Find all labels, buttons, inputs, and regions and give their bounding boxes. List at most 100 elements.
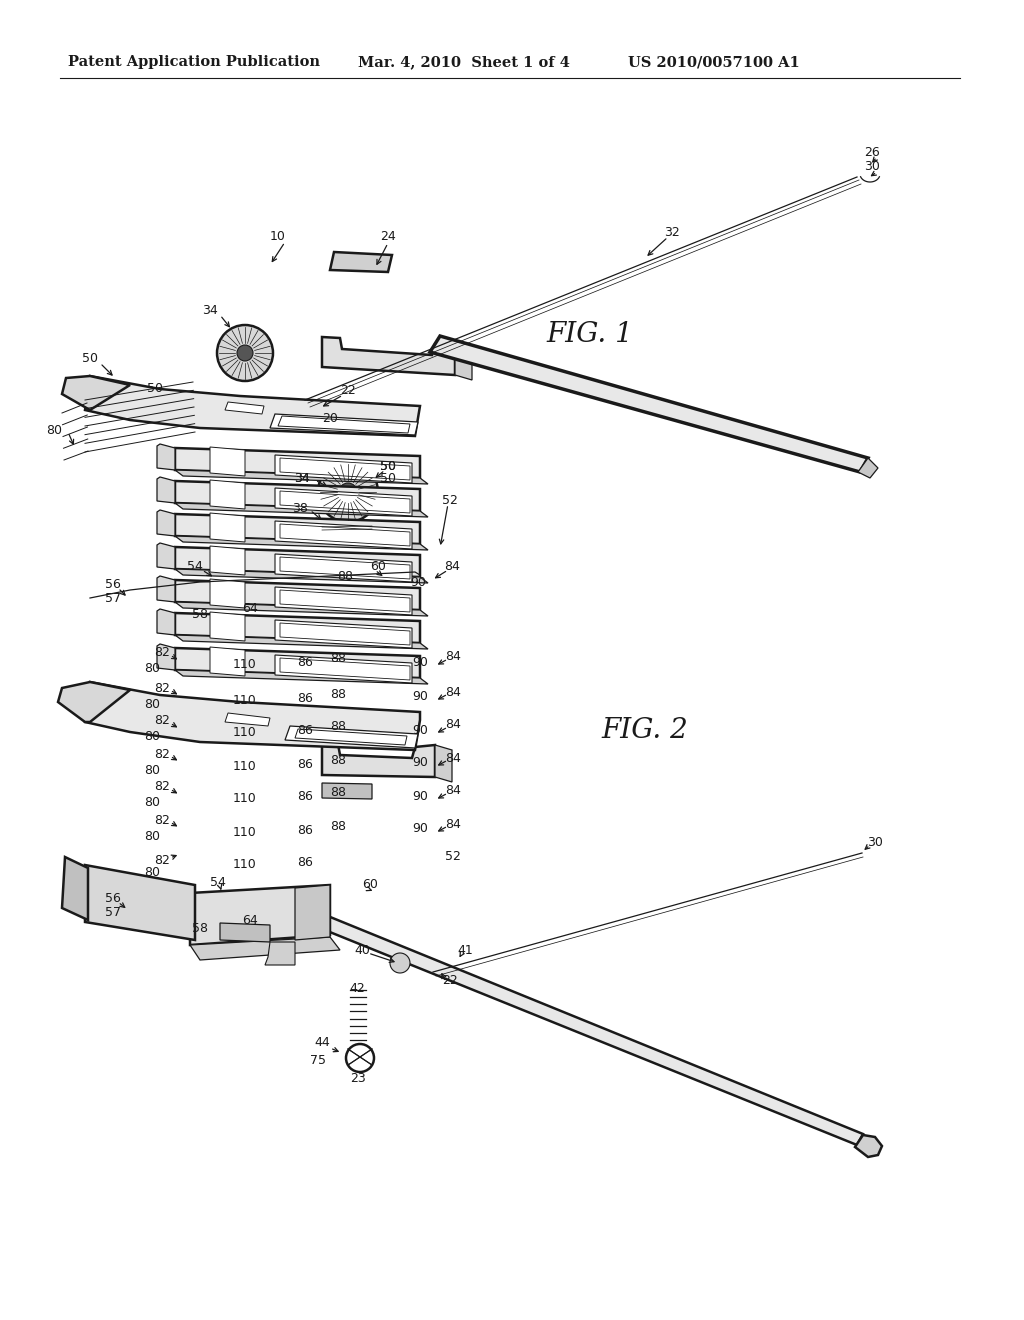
Text: 82: 82 [154,780,170,793]
Polygon shape [280,458,410,480]
Polygon shape [275,521,412,549]
Polygon shape [430,337,868,473]
Text: 40: 40 [354,945,370,957]
Text: 88: 88 [330,754,346,767]
Polygon shape [175,470,428,484]
Text: 30: 30 [864,161,880,173]
Text: 64: 64 [242,602,258,615]
Text: 84: 84 [445,817,461,830]
Polygon shape [157,576,175,602]
Polygon shape [175,569,428,583]
Text: 90: 90 [412,723,428,737]
Polygon shape [210,480,245,510]
Text: 50: 50 [380,459,396,473]
Polygon shape [280,623,410,645]
Text: 80: 80 [144,866,160,879]
Text: 82: 82 [154,854,170,866]
Polygon shape [225,713,270,726]
Polygon shape [175,579,420,610]
Polygon shape [157,644,175,671]
Polygon shape [210,647,245,676]
Text: 86: 86 [297,725,313,738]
Text: 44: 44 [314,1036,330,1049]
Text: 86: 86 [297,824,313,837]
Text: FIG. 2: FIG. 2 [602,717,688,743]
Polygon shape [435,744,452,781]
Polygon shape [157,444,175,470]
Polygon shape [85,865,195,940]
Polygon shape [330,252,392,272]
Text: 82: 82 [154,647,170,660]
Text: 90: 90 [412,822,428,836]
Text: 86: 86 [297,855,313,869]
Text: 57: 57 [105,907,121,920]
Polygon shape [62,376,130,411]
Text: 88: 88 [337,569,353,582]
Text: 10: 10 [270,231,286,243]
Text: 34: 34 [294,471,310,484]
Polygon shape [275,587,412,615]
Polygon shape [175,536,428,550]
Text: 22: 22 [442,974,458,986]
Text: 84: 84 [444,560,460,573]
Polygon shape [157,543,175,569]
Polygon shape [270,414,418,436]
Text: 80: 80 [144,796,160,809]
Text: 56: 56 [105,891,121,904]
Polygon shape [858,458,878,478]
Polygon shape [280,491,410,513]
Text: US 2010/0057100 A1: US 2010/0057100 A1 [628,55,800,69]
Polygon shape [280,557,410,579]
Polygon shape [275,554,412,582]
Text: 26: 26 [864,145,880,158]
Text: 82: 82 [154,747,170,760]
Text: 80: 80 [46,424,62,437]
Text: 90: 90 [412,789,428,803]
Text: 80: 80 [144,763,160,776]
Text: 80: 80 [144,697,160,710]
Polygon shape [190,884,330,945]
Text: 84: 84 [445,751,461,764]
Text: 80: 80 [144,663,160,676]
Text: 24: 24 [380,231,396,243]
Polygon shape [58,682,130,722]
Circle shape [339,483,357,502]
Text: 90: 90 [412,690,428,704]
Text: Patent Application Publication: Patent Application Publication [68,55,319,69]
Text: 52: 52 [442,494,458,507]
Polygon shape [85,376,420,436]
Text: 88: 88 [330,787,346,800]
Text: 90: 90 [412,656,428,668]
Text: 86: 86 [297,656,313,669]
Text: 54: 54 [187,560,203,573]
Polygon shape [275,488,412,516]
Text: 82: 82 [154,714,170,727]
Polygon shape [210,447,245,477]
Text: 20: 20 [323,412,338,425]
Text: 90: 90 [410,577,426,590]
Polygon shape [210,612,245,642]
Polygon shape [175,671,428,684]
Text: 90: 90 [412,756,428,770]
Text: 23: 23 [350,1072,366,1085]
Polygon shape [855,1135,882,1158]
Polygon shape [175,546,420,577]
Text: 58: 58 [193,609,208,622]
Text: 52: 52 [445,850,461,863]
Text: 88: 88 [330,721,346,734]
Text: 75: 75 [310,1053,326,1067]
Polygon shape [275,655,412,682]
Polygon shape [175,480,420,511]
Polygon shape [175,503,428,517]
Text: 110: 110 [233,726,257,739]
Polygon shape [157,609,175,635]
Text: 84: 84 [445,651,461,664]
Polygon shape [85,682,420,750]
Text: 64: 64 [242,915,258,928]
Text: 60: 60 [370,560,386,573]
Circle shape [217,325,273,381]
Polygon shape [295,729,407,744]
Text: 88: 88 [330,688,346,701]
Text: 50: 50 [147,381,163,395]
Text: 56: 56 [105,578,121,590]
